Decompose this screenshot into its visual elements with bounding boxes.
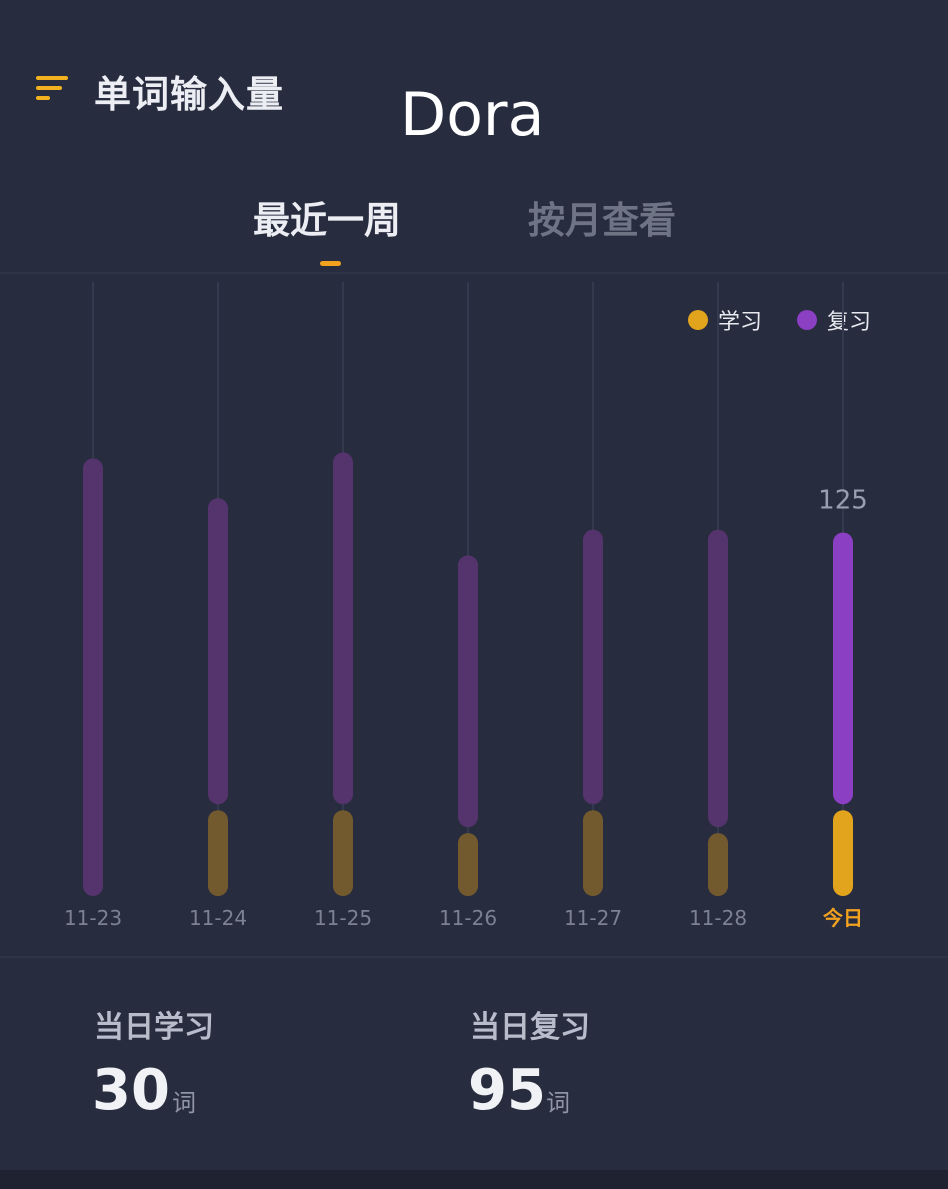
study-stat-label: 当日学习: [94, 1010, 214, 1045]
stats-divider: [0, 956, 948, 958]
bar-study-4: [583, 810, 603, 896]
study-stat-value: 30: [92, 1058, 170, 1123]
legend-study-dot: [688, 310, 708, 330]
review-stat-unit: 词: [546, 1089, 570, 1117]
bar-study-1: [208, 810, 228, 896]
x-tick-label: 11-28: [689, 906, 747, 930]
x-tick-label: 11-23: [64, 906, 122, 930]
x-tick-label: 11-25: [314, 906, 372, 930]
bar-study-5: [708, 833, 728, 896]
tab-divider: [0, 272, 948, 274]
review-stat-label: 当日复习: [470, 1010, 590, 1045]
x-tick-label: 11-26: [439, 906, 497, 930]
x-tick-label: 今日: [823, 906, 863, 930]
x-tick-label: 11-24: [189, 906, 247, 930]
bar-study-6: [833, 810, 853, 896]
legend-review-label: 复习: [827, 310, 872, 335]
page-title: 单词输入量: [94, 73, 284, 116]
watermark-text: Dora: [400, 80, 545, 150]
bar-review-6: [833, 532, 853, 805]
tab-recent-week[interactable]: 最近一周: [253, 199, 401, 242]
bar-review-1: [208, 498, 228, 805]
bar-study-3: [458, 833, 478, 896]
bar-study-2: [333, 810, 353, 896]
value-label-today: 125: [818, 486, 868, 516]
bar-review-2: [333, 452, 353, 805]
x-tick-label: 11-27: [564, 906, 622, 930]
study-stat-unit: 词: [172, 1089, 196, 1117]
active-tab-indicator: [320, 261, 341, 266]
review-stat-value: 95: [468, 1058, 546, 1123]
legend-review-dot: [797, 310, 817, 330]
bar-review-3: [458, 555, 478, 828]
bar-review-4: [583, 529, 603, 805]
bar-review-5: [708, 529, 728, 828]
bottom-bar: [0, 1170, 948, 1189]
legend-study-label: 学习: [718, 310, 763, 335]
legend-item-study: 学习: [688, 304, 762, 336]
menu-icon[interactable]: [36, 76, 70, 104]
tab-by-month[interactable]: 按月查看: [528, 199, 676, 242]
bar-review-0: [83, 458, 103, 896]
word-input-chart: 11-23 11-24 11-25 11-26 11-27 11-28 125 今日: [64, 282, 868, 930]
legend-item-review: 复习: [797, 304, 871, 336]
